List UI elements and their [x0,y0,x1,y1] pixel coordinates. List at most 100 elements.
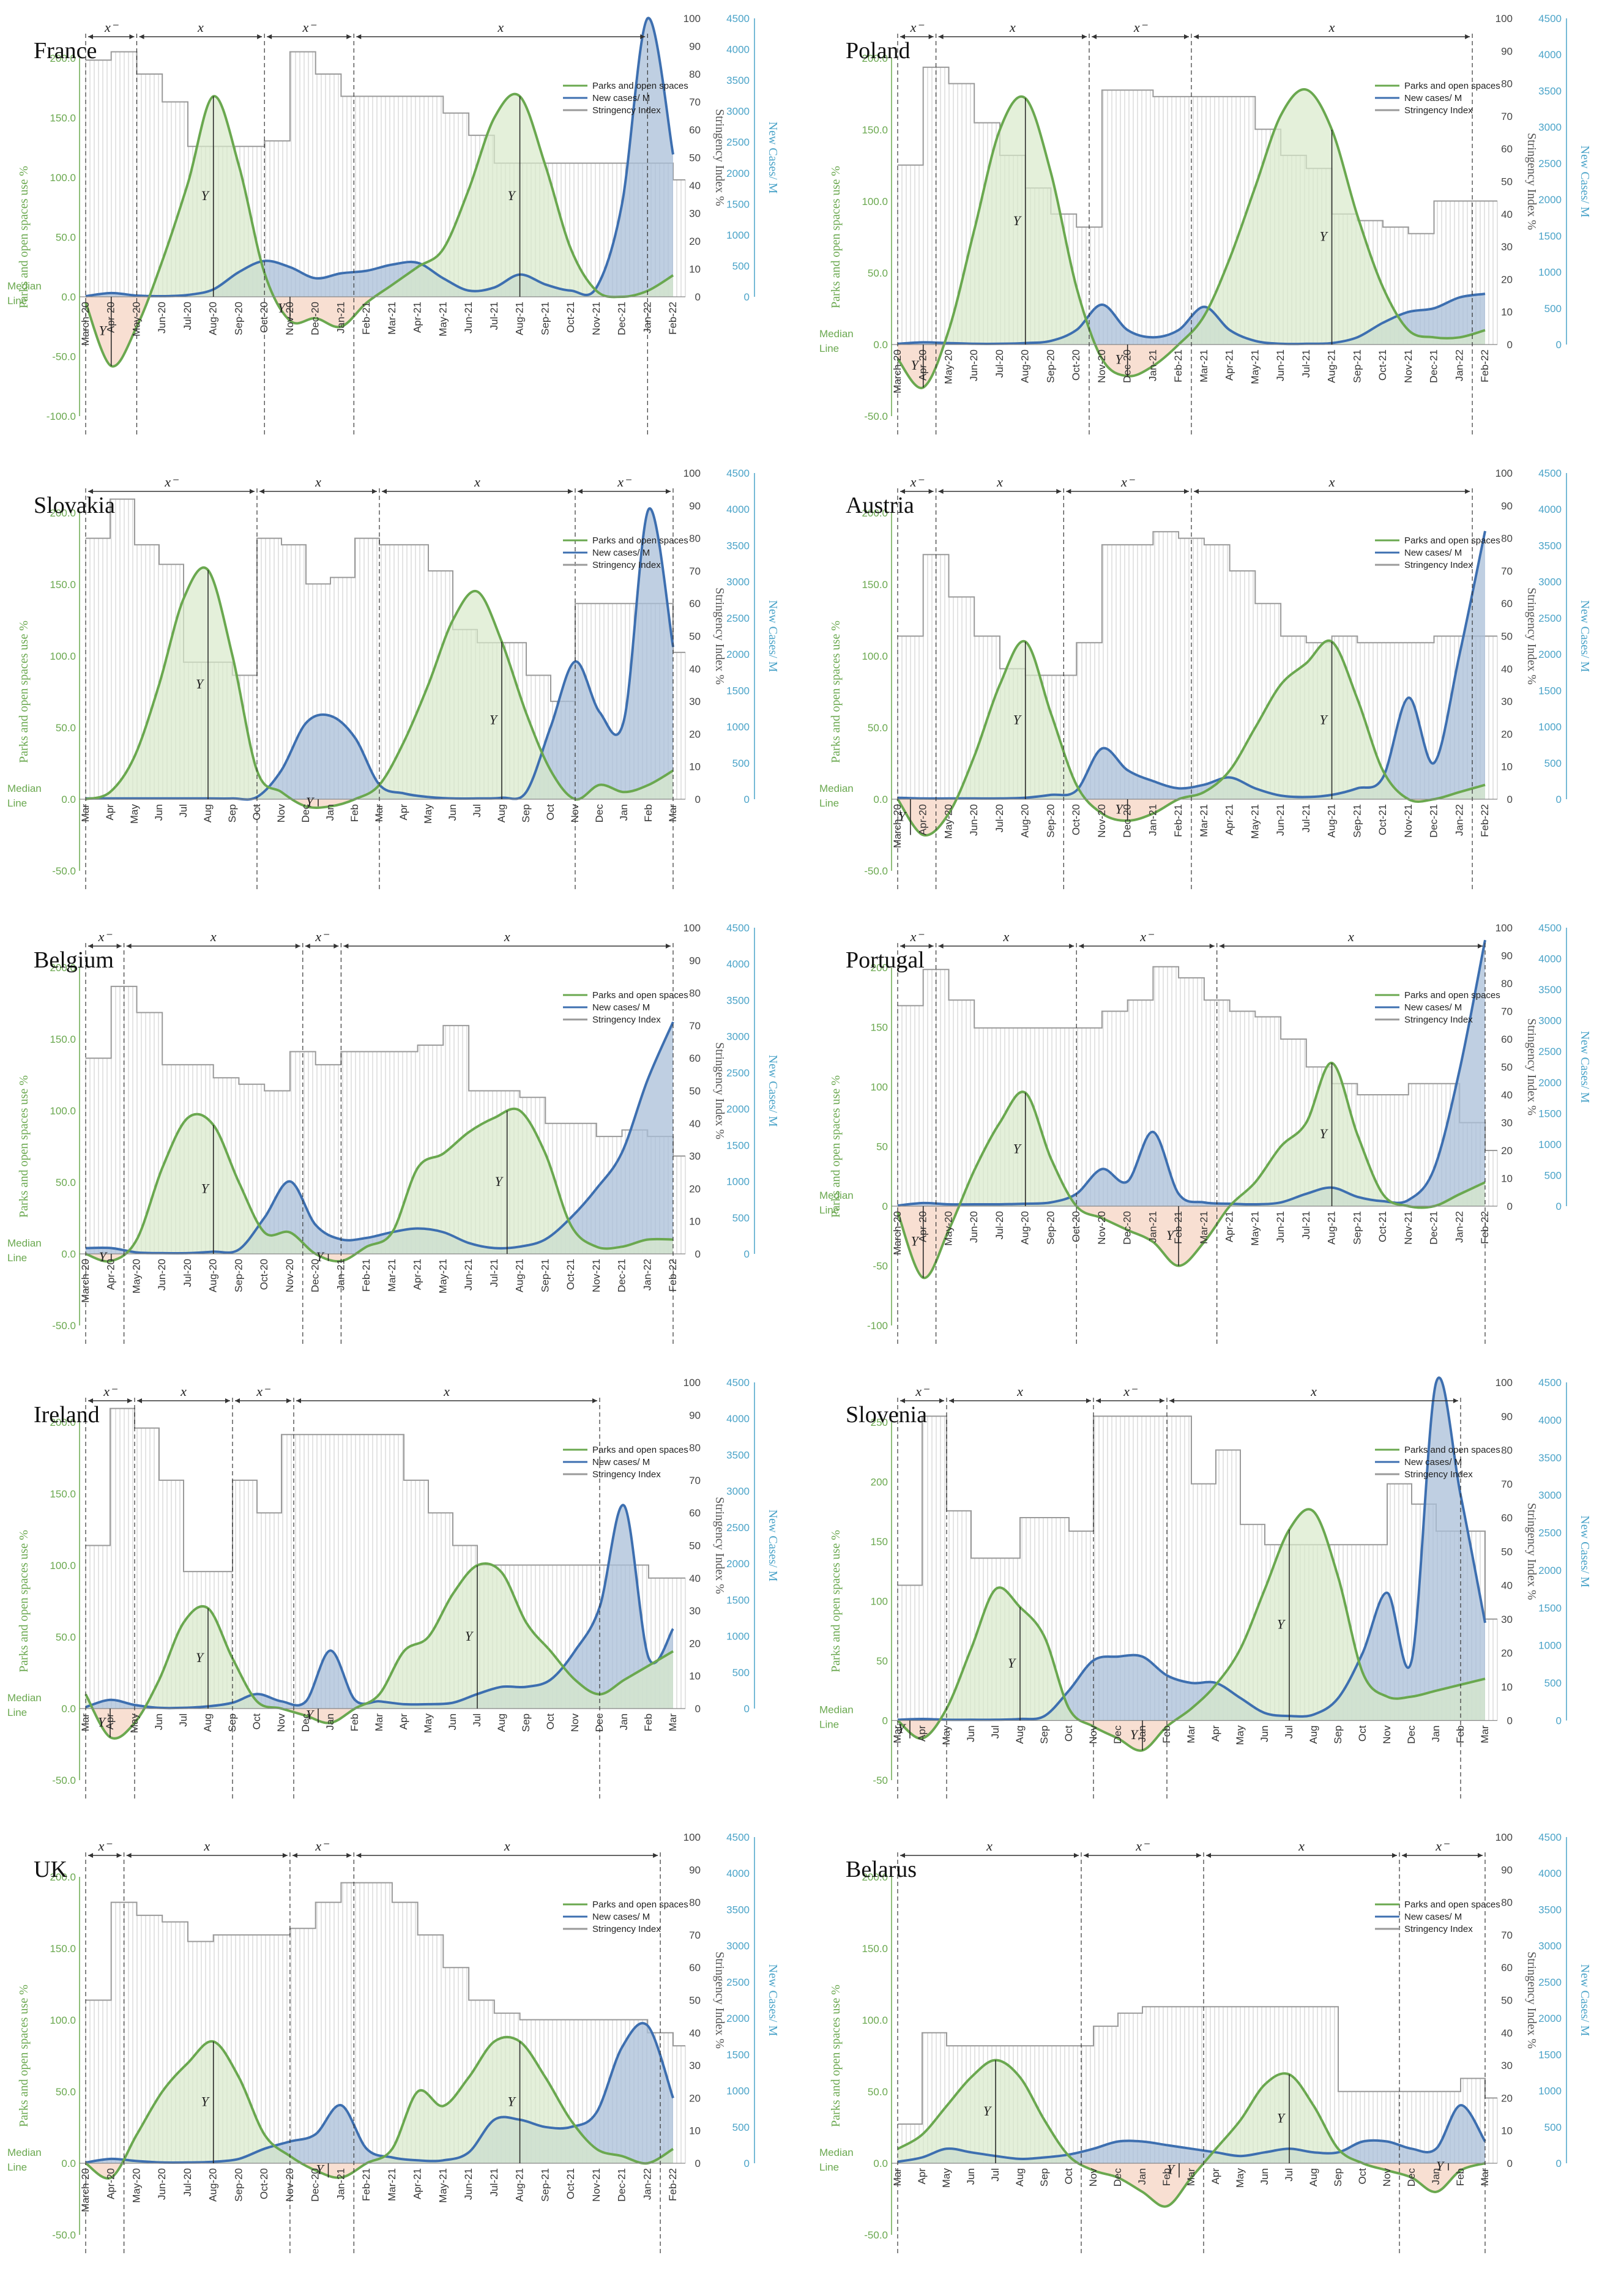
x-tick-label: Jan-21 [1147,349,1158,381]
cases-axis-tick: 0 [744,291,750,303]
x-tick-label: Jan-22 [1453,1211,1465,1243]
stringency-axis-tick: 50 [689,631,701,643]
cases-axis-tick: 1000 [1538,1640,1562,1652]
cases-line [897,1376,1486,1721]
cases-axis-tick: 1000 [726,721,750,733]
phase-label: x [1003,929,1010,944]
chart-svg: -100.0 -50.0 0.0 50.0 100.0 150.0 200.0 Parks a… [7,13,780,434]
cases-axis-tick: 3000 [726,1031,750,1043]
x-tick-label: Dec-20 [1122,1211,1133,1245]
parks-axis-tick: 200.0 [862,507,888,519]
cases-axis-tick: 2000 [1538,1565,1562,1576]
cases-axis-tick: 1500 [726,1594,750,1606]
stringency-axis-tick: 50 [689,1995,701,2007]
cases-axis-tick: 1000 [1538,2086,1562,2097]
parks-axis-tick: 150.0 [862,124,888,136]
y-marker-label: Y [99,1249,108,1264]
x-tick-label: Jun-20 [968,804,980,836]
parks-axis-tick: 150.0 [50,113,76,124]
phase-label: x [1328,20,1335,35]
x-tick-label: Aug [202,1713,214,1732]
stringency-axis-tick: 70 [689,565,701,577]
x-tick-label: Nov-21 [1402,804,1414,838]
x-tick-label: Jun [153,1713,165,1730]
parks-axis-title: Parks and open spaces use % [17,621,31,763]
x-tick-label: Oct-20 [258,1259,270,1290]
cases-axis-tick: 2500 [1538,613,1562,624]
x-tick-label: Sep [520,804,532,822]
cases-axis-tick: 500 [732,2122,750,2133]
x-tick-label: Aug-21 [1326,1211,1338,1245]
cases-line [85,1504,674,1710]
median-line-label: Line [7,1707,27,1718]
parks-axis-tick: 100 [871,1081,888,1093]
x-tick-label: Oct [1357,2168,1368,2185]
median-line-label: Line [7,295,27,307]
stringency-axis-tick: 10 [689,2125,701,2137]
x-tick-label: Feb-21 [1172,349,1184,382]
cases-area [898,294,1485,345]
cases-axis-tick: 4500 [726,1832,750,1843]
x-tick-label: Apr [1210,2168,1221,2185]
stringency-axis-tick: 50 [689,152,701,164]
cases-axis-tick: 4500 [726,922,750,934]
phase-label: x⁻ [617,474,632,490]
parks-axis-tick: 50.0 [56,1177,76,1188]
parks-axis-title: Parks and open spaces use % [17,1985,31,2127]
y-marker-label: Y [495,1174,504,1189]
x-tick-label: Aug-21 [1326,804,1338,838]
cases-axis-tick: 2500 [1538,1977,1562,1988]
country-title: Portugal [846,947,925,973]
y-marker-label: Y [983,2103,993,2119]
x-tick-label: Apr-21 [1224,1211,1235,1242]
x-tick-label: Mar-21 [386,2168,398,2201]
x-tick-label: Nov-20 [284,1259,296,1292]
cases-axis-tick: 500 [732,758,750,769]
parks-line [896,1062,1486,1280]
parks-axis-tick: 0.0 [873,2158,888,2169]
x-tick-label: Feb [349,804,360,822]
chart-panel-portugal: -100 -50 0 50 100 150 200 Parks and open spaces… [812,909,1624,1364]
cases-axis-tick: 1500 [1538,2049,1562,2060]
parks-line [84,92,674,368]
parks-line [896,2059,1486,2208]
stringency-axis-tick: 20 [1501,1145,1513,1157]
parks-axis-tick: 200.0 [50,1417,76,1428]
x-tick-label: Jan-22 [1453,349,1465,381]
stringency-axis-tick: 10 [689,264,701,275]
x-tick-label: May-20 [130,302,142,337]
parks-axis-title: Parks and open spaces use % [17,1075,31,1218]
x-tick-label: May-21 [1249,349,1261,384]
parks-axis-tick: -50 [873,1775,888,1786]
cases-axis-tick: 500 [1544,2122,1562,2133]
chart-panel-slovakia: -50.0 0.0 50.0 100.0 150.0 200.0 Parks and ope… [0,455,812,909]
y-marker-label: Y [99,323,108,338]
stringency-line [898,2006,1497,2125]
stringency-axis-title: Stringency Index % [1525,1952,1538,2049]
stringency-line [86,985,685,1157]
stringency-axis-tick: 80 [689,533,701,545]
parks-axis-tick: 200.0 [50,1871,76,1883]
country-title: Belarus [846,1857,917,1882]
stringency-axis-tick: 40 [689,663,701,675]
y-marker-label: Y [1277,2110,1286,2125]
stringency-axis-tick: 90 [1501,1864,1513,1876]
y-marker-label: Y [898,808,907,824]
y-marker-label: Y [278,300,287,316]
stringency-axis-tick: 0 [1507,794,1513,805]
parks-area-negative [898,1206,1485,1278]
phase-label: x⁻ [915,1384,930,1399]
chart-svg: -50.0 0.0 50.0 100.0 150.0 200.0 Parks and ope… [819,1832,1592,2253]
country-title: UK [34,1857,67,1882]
stringency-axis-tick: 30 [1501,1117,1513,1129]
x-tick-label: Oct-21 [565,302,576,333]
x-tick-label: Nov [1087,2168,1099,2187]
x-tick-label: Oct-21 [1377,804,1388,835]
legend-label: Stringency Index [592,1015,661,1025]
x-tick-label: Jan-22 [641,302,653,334]
chart-panel-ireland: -50.0 0.0 50.0 100.0 150.0 200.0 Parks and ope… [0,1364,812,1819]
chart-panel-belgium: -50.0 0.0 50.0 100.0 150.0 200.0 Parks and ope… [0,909,812,1364]
x-tick-label: Apr-20 [105,2168,117,2199]
phase-label: x⁻ [315,929,330,944]
y-marker-label: Y [911,1234,920,1249]
